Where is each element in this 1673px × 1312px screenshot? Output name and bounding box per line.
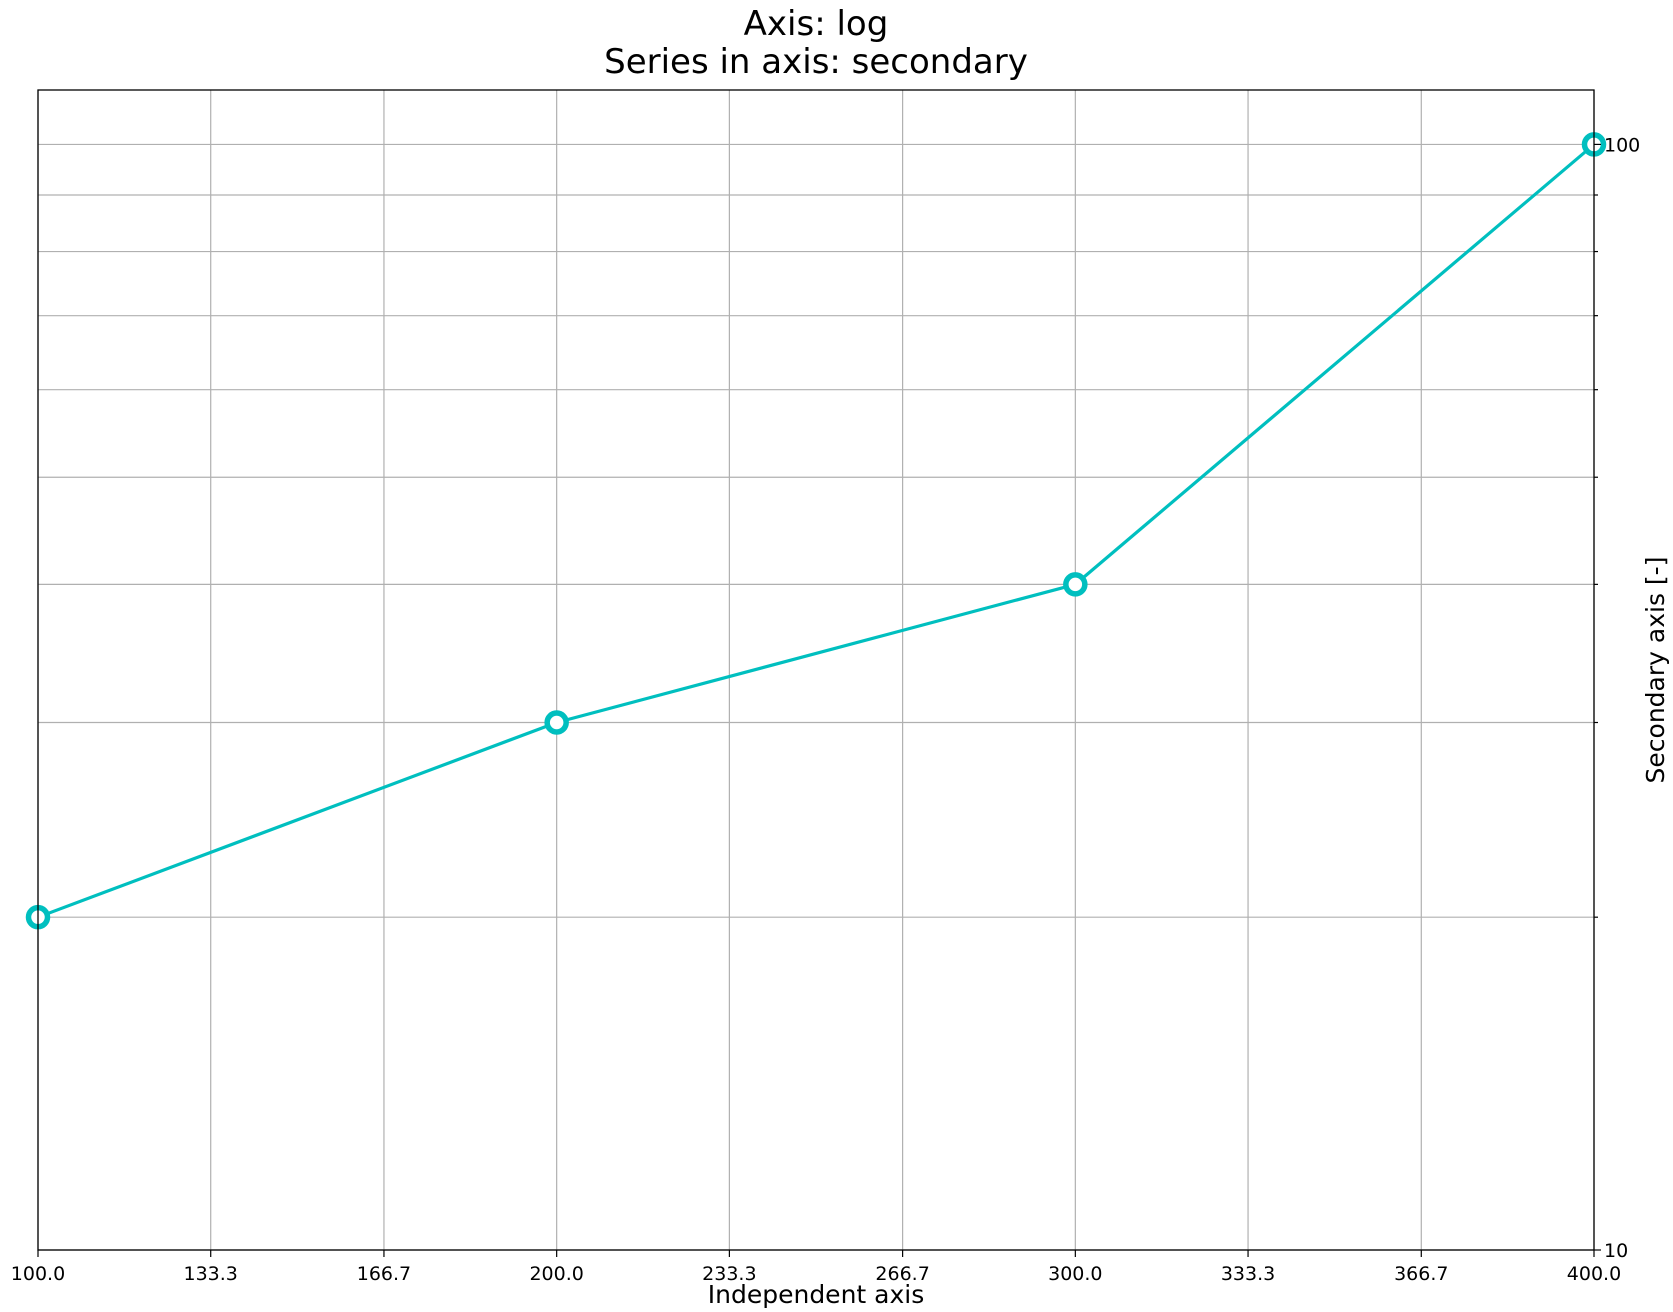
grid bbox=[37, 90, 1595, 1251]
x-tick-label: 233.3 bbox=[702, 1263, 756, 1285]
x-tick-label: 166.7 bbox=[357, 1263, 411, 1285]
x-tick-label: 300.0 bbox=[1048, 1263, 1102, 1285]
y-tick-label: 100 bbox=[1604, 134, 1640, 156]
x-tick-label: 200.0 bbox=[529, 1263, 583, 1285]
y-tick-label: 10 bbox=[1604, 1240, 1628, 1262]
ticks: 100.0 133.3 166.7 200.0 233.3 266.7 300.0 333.3… bbox=[11, 134, 1640, 1285]
data-point bbox=[544, 710, 569, 735]
series-line bbox=[37, 143, 1596, 919]
x-tick-label: 333.3 bbox=[1221, 1263, 1275, 1285]
x-tick-label: 133.3 bbox=[184, 1263, 238, 1285]
series-layer bbox=[25, 132, 1607, 930]
plot-frame bbox=[37, 89, 1595, 1251]
x-tick-label: 366.7 bbox=[1394, 1263, 1448, 1285]
x-tick-label: 266.7 bbox=[875, 1263, 929, 1285]
x-tick-label: 100.0 bbox=[11, 1263, 65, 1285]
data-point bbox=[1063, 572, 1088, 597]
chart-subtitle: Series in axis: secondary bbox=[604, 42, 1028, 82]
y-axis-label: Secondary axis [-] bbox=[1641, 557, 1670, 784]
x-tick-label: 400.0 bbox=[1567, 1263, 1621, 1285]
x-axis-label: Independent axis bbox=[708, 1280, 925, 1309]
chart-title: Axis: log bbox=[744, 4, 889, 44]
